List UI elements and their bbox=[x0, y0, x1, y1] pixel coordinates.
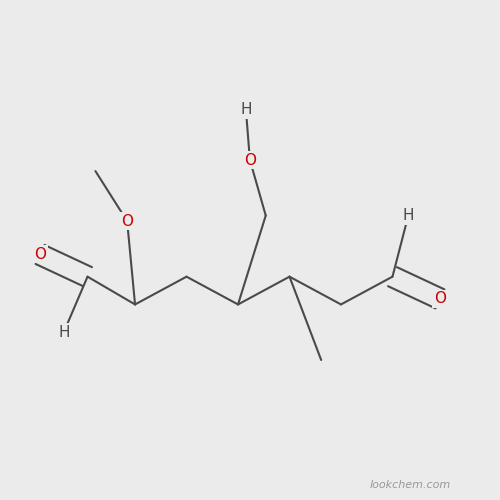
Text: H: H bbox=[240, 102, 252, 118]
Text: lookchem.com: lookchem.com bbox=[370, 480, 450, 490]
Text: O: O bbox=[244, 152, 256, 168]
Text: H: H bbox=[402, 208, 414, 223]
Text: H: H bbox=[58, 324, 70, 340]
Text: O: O bbox=[434, 292, 446, 306]
Text: O: O bbox=[34, 247, 46, 262]
Text: O: O bbox=[121, 214, 133, 228]
